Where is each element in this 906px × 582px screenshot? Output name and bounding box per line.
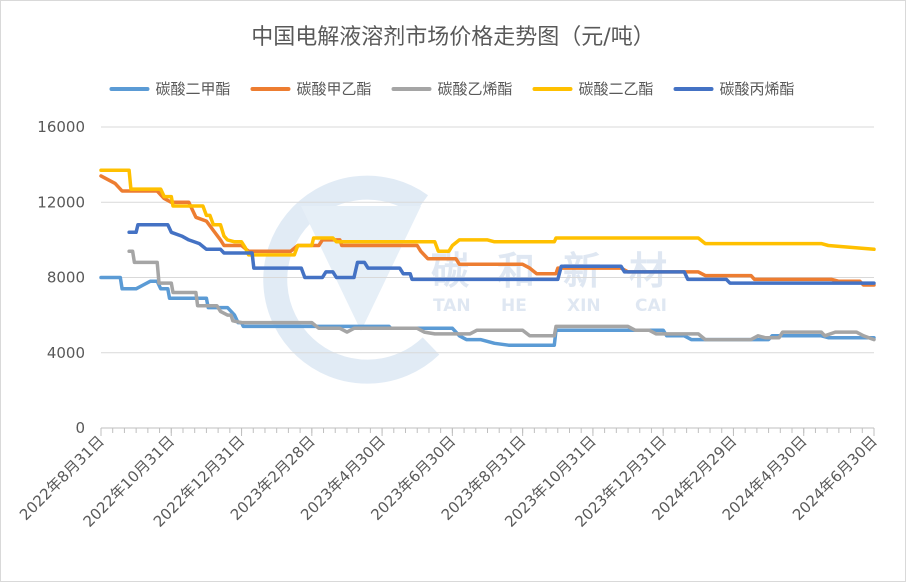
- gridlines: [101, 126, 874, 429]
- legend-label: 碳酸二甲酯: [155, 80, 230, 98]
- series-line-4: [99, 168, 876, 257]
- watermark-swoosh-icon: [263, 175, 440, 384]
- y-tick-label: 12000: [37, 193, 85, 211]
- watermark-latin-4: CAI: [635, 296, 667, 316]
- y-tick-label: 4000: [47, 344, 85, 362]
- series-line-5: [127, 223, 876, 285]
- legend-item-1: 碳酸二甲酯: [109, 80, 230, 98]
- legend-label: 碳酸二乙酯: [579, 80, 654, 98]
- chart-legend: 碳酸二甲酯 碳酸甲乙酯 碳酸乙烯酯 碳酸二乙酯 碳酸丙烯酯: [109, 80, 795, 98]
- watermark-char-3: 新: [563, 249, 601, 293]
- legend-label: 碳酸丙烯酯: [720, 80, 795, 98]
- x-axis: 2022年8月31日2022年10月31日2022年12月31日2023年2月2…: [16, 427, 881, 531]
- watermark-swoosh-inner-icon: [301, 206, 421, 331]
- legend-item-4: 碳酸二乙酯: [532, 80, 654, 98]
- watermark-latin-1: TAN: [433, 296, 471, 316]
- legend-item-2: 碳酸甲乙酯: [250, 80, 371, 98]
- series-line-3: [127, 249, 876, 342]
- watermark-latin-3: XIN: [567, 296, 601, 316]
- chart-title: 中国电解液溶剂市场价格走势图（元/吨）: [251, 25, 654, 50]
- y-tick-label: 16000: [37, 118, 85, 136]
- y-axis: 0 4000 8000 12000 16000: [37, 118, 85, 437]
- legend-label: 碳酸乙烯酯: [437, 80, 512, 98]
- series-lines: [99, 168, 876, 347]
- watermark-latin-2: HE: [501, 296, 527, 316]
- watermark-char-1: 碳: [431, 249, 470, 293]
- watermark-char-2: 和: [497, 249, 535, 293]
- y-tick-label: 0: [75, 419, 85, 437]
- legend-item-5: 碳酸丙烯酯: [673, 80, 795, 98]
- y-tick-label: 8000: [47, 269, 85, 287]
- series-line-2: [99, 174, 876, 287]
- legend-item-3: 碳酸乙烯酯: [391, 80, 513, 98]
- legend-label: 碳酸甲乙酯: [296, 80, 371, 98]
